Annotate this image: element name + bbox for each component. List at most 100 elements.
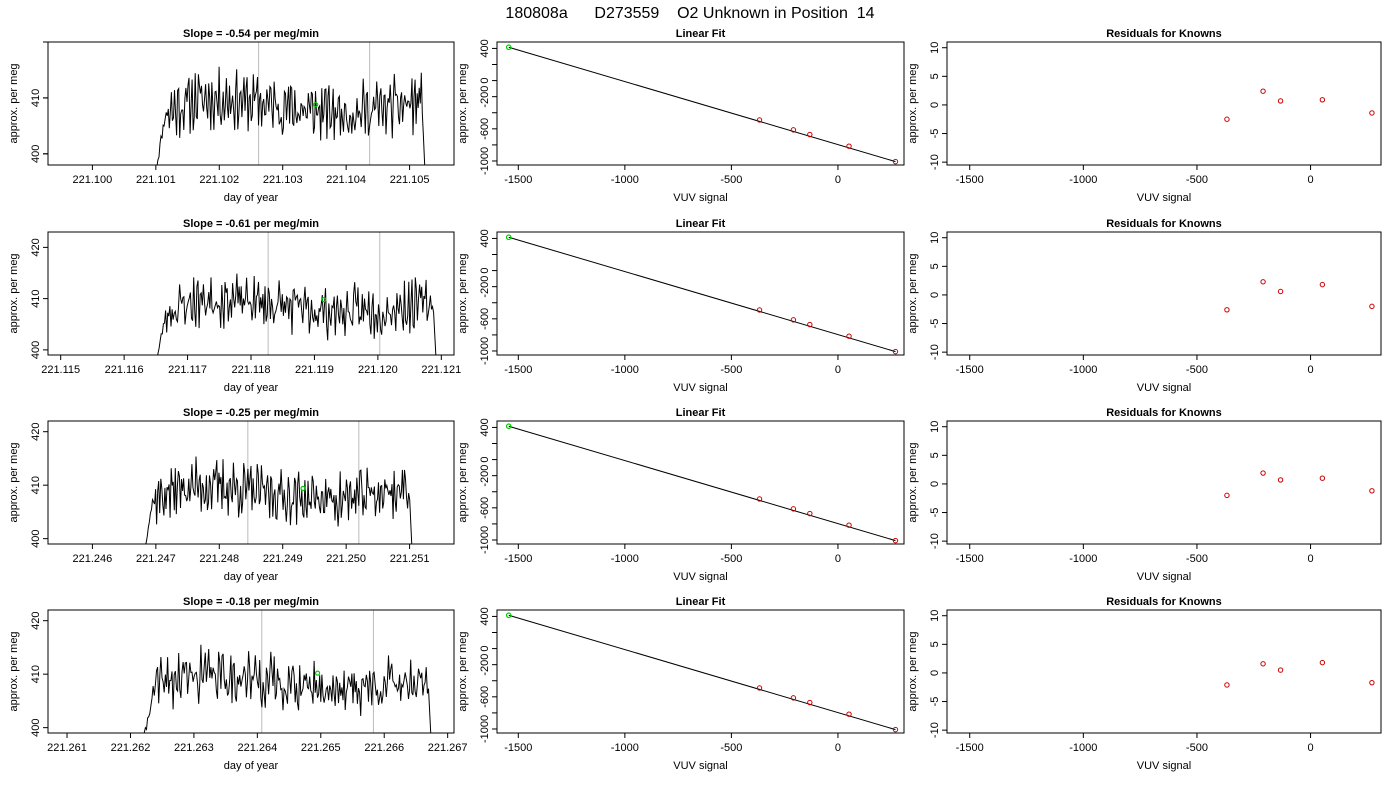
- x-tick-label: -1000: [611, 174, 639, 186]
- x-tick-label: 221.249: [263, 553, 303, 565]
- known-point: [807, 510, 813, 517]
- plot-frame: [496, 41, 905, 166]
- unknown-point: [313, 102, 319, 108]
- panel-r3-c1: Slope = -0.25 per meg/min 221.246 221.247 2…: [8, 407, 455, 583]
- y-axis-label: approx. per meg: [457, 63, 469, 143]
- y-tick-label: 0: [929, 481, 941, 487]
- x-tick-label: -1500: [504, 742, 532, 754]
- panel-title: Slope = -0.18 per meg/min: [183, 596, 319, 608]
- panel-title: Residuals for Knowns: [1106, 596, 1222, 608]
- y-tick-label: 400: [479, 229, 491, 247]
- unknown-point: [321, 297, 327, 303]
- x-tick-label: 221.119: [295, 364, 334, 376]
- y-tick-label: 5: [929, 73, 941, 79]
- x-tick-label: 221.117: [168, 364, 207, 376]
- residual-point: [1260, 279, 1266, 285]
- panel-title: Residuals for Knowns: [1106, 218, 1222, 230]
- x-tick-label: -500: [1186, 553, 1208, 565]
- x-tick-label: 221.265: [301, 742, 341, 754]
- y-axis-label: approx. per meg: [457, 442, 469, 522]
- x-tick-label: 221.121: [421, 364, 461, 376]
- plot-frame: [946, 41, 1382, 166]
- residual-point: [1277, 477, 1284, 483]
- x-tick-label: -500: [720, 742, 742, 754]
- panel-title: Slope = -0.61 per meg/min: [183, 218, 319, 230]
- y-tick-label: 0: [929, 670, 941, 676]
- plot-area: [505, 612, 899, 733]
- known-point: [807, 131, 813, 138]
- unknown-point: [505, 423, 512, 430]
- x-tick-label: 221.105: [390, 174, 430, 186]
- signal-trace: [156, 66, 426, 165]
- panel-title: Residuals for Knowns: [1106, 407, 1222, 419]
- y-tick-label: 0: [479, 646, 491, 652]
- y-tick-label: 400: [30, 718, 42, 736]
- x-tick-label: -500: [1186, 174, 1208, 186]
- panel-r2-c2: Linear Fit -1500 -1000 -500 0 -1000 -600 -200 0 4…: [457, 218, 905, 394]
- x-axis-label: VUV signal: [673, 192, 727, 204]
- figure-title: 180808a D273559 O2 Unknown in Position 1…: [505, 5, 874, 22]
- plot-area: [145, 421, 413, 544]
- y-tick-label: 400: [479, 607, 491, 625]
- y-tick-label: 410: [30, 89, 42, 107]
- panel-title: Linear Fit: [676, 407, 726, 419]
- panel-r3-c3: Residuals for Knowns -1500 -1000 -500 0 -10 -5…: [907, 407, 1382, 583]
- panel-title: Linear Fit: [676, 218, 726, 230]
- y-tick-label: 0: [479, 78, 491, 84]
- plot-frame: [496, 609, 905, 734]
- plot-area: [1224, 279, 1375, 313]
- panel-r2-c1: Slope = -0.61 per meg/min 221.115 221.116 2…: [8, 218, 461, 394]
- y-tick-label: 420: [30, 612, 42, 630]
- x-tick-label: -1000: [611, 364, 639, 376]
- y-tick-label: 0: [929, 102, 941, 108]
- known-point: [846, 143, 852, 149]
- panel-grid: Slope = -0.54 per meg/min 221.100 221.101 2…: [8, 28, 1382, 772]
- y-tick-label: -10: [929, 722, 941, 738]
- x-tick-label: -1000: [611, 742, 639, 754]
- x-tick-label: -1500: [956, 364, 984, 376]
- unknown-point: [505, 44, 512, 51]
- plot-frame: [496, 420, 905, 545]
- known-point: [756, 117, 763, 123]
- x-tick-label: -500: [720, 553, 742, 565]
- panel-title: Slope = -0.54 per meg/min: [183, 28, 319, 40]
- y-tick-label: 5: [929, 641, 941, 647]
- plot-area: [156, 42, 426, 165]
- signal-trace: [143, 644, 432, 733]
- residual-point: [1319, 659, 1326, 666]
- y-axis-label: approx. per meg: [8, 631, 20, 711]
- y-tick-label: 420: [30, 238, 42, 256]
- y-axis-label: approx. per meg: [907, 63, 919, 143]
- unknown-point: [505, 612, 512, 619]
- y-axis-label: approx. per meg: [907, 253, 919, 333]
- x-tick-label: -1500: [504, 364, 532, 376]
- x-tick-label: 221.250: [326, 553, 366, 565]
- panel-r2-c3: Residuals for Knowns -1500 -1000 -500 0 -10 -5…: [907, 218, 1382, 394]
- x-axis-label: VUV signal: [673, 382, 727, 394]
- x-axis-label: day of year: [224, 382, 279, 394]
- x-axis-label: day of year: [224, 571, 279, 583]
- panel-r1-c2: Linear Fit -1500 -1000 -500 0 -1000 -600 -200 0 4…: [457, 28, 905, 204]
- plot-frame: [496, 231, 905, 356]
- x-tick-label: 221.246: [73, 553, 113, 565]
- fit-line: [508, 46, 896, 163]
- known-point: [892, 158, 899, 165]
- y-tick-label: 420: [30, 423, 42, 441]
- x-tick-label: 221.100: [73, 174, 113, 186]
- y-tick-label: -1000: [479, 526, 491, 554]
- x-tick-label: 221.101: [136, 174, 176, 186]
- x-tick-label: 221.103: [263, 174, 303, 186]
- known-point: [846, 711, 852, 717]
- x-tick-label: 0: [1307, 742, 1313, 754]
- plot-area: [143, 610, 432, 733]
- y-tick-label: -600: [479, 308, 491, 330]
- x-tick-label: -500: [720, 174, 742, 186]
- known-point: [790, 127, 797, 133]
- x-tick-label: 221.263: [174, 742, 214, 754]
- x-tick-label: -1500: [504, 174, 532, 186]
- fit-line: [508, 236, 896, 353]
- residual-point: [1319, 281, 1326, 288]
- x-tick-label: -1500: [956, 174, 984, 186]
- x-axis-label: VUV signal: [673, 571, 727, 583]
- unknown-point: [300, 485, 306, 491]
